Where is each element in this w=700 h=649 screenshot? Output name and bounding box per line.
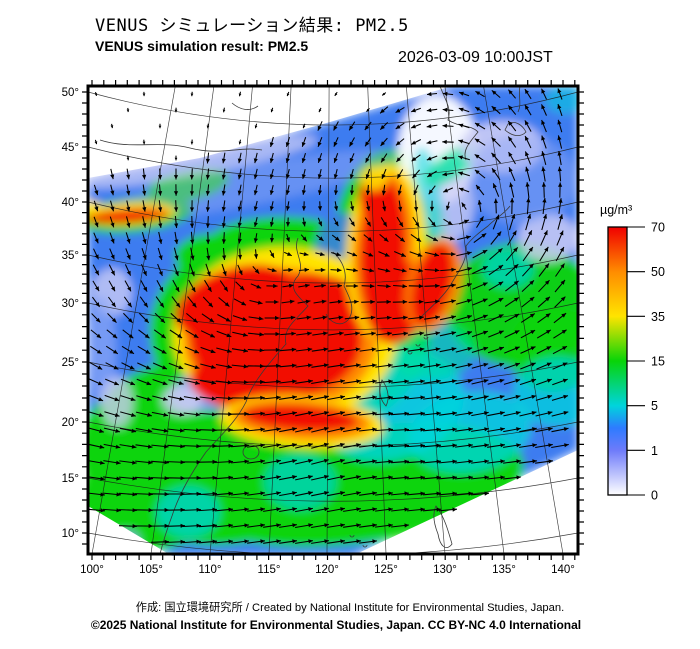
- coastlines: [99, 86, 527, 554]
- coastline-path: [159, 237, 309, 554]
- colorbar-gradient: [607, 226, 628, 496]
- axis-ticks: [82, 80, 584, 560]
- map-frame: [86, 84, 580, 556]
- lon-axis-label: 110°: [199, 564, 222, 576]
- colorbar-unit-label: µg/m³: [600, 203, 633, 217]
- lat-axis-label: 25°: [62, 357, 79, 369]
- page-title-japanese: VENUS シミュレーション結果: PM2.5: [95, 16, 409, 36]
- coastline-path: [517, 86, 521, 113]
- coastline-path: [99, 139, 263, 152]
- coastline-path: [231, 102, 259, 110]
- coastline-path: [325, 251, 353, 325]
- lat-axis-label: 35°: [62, 250, 79, 262]
- lat-axis-label: 15°: [62, 473, 79, 485]
- lon-axis-label: 130°: [433, 564, 457, 576]
- coastline-path: [419, 205, 511, 319]
- colorbar-tick-label: 50: [651, 265, 665, 279]
- footer-credit: 作成: 国立環境研究所 / Created by National Instit…: [135, 602, 565, 614]
- lon-axis-label: 120°: [315, 564, 339, 576]
- page-title-english: VENUS simulation result: PM2.5: [95, 38, 309, 54]
- lat-axis-label: 10°: [62, 528, 79, 540]
- lat-axis-label: 20°: [62, 417, 79, 429]
- timestamp-label: 2026-03-09 10:00JST: [398, 49, 553, 66]
- colorbar-tick-label: 15: [651, 355, 665, 369]
- lat-axis-label: 40°: [62, 197, 79, 209]
- colorbar-tick-label: 1: [651, 444, 658, 458]
- colorbar-tick-label: 35: [651, 310, 665, 324]
- coastline-path: [349, 534, 368, 548]
- coastline-path: [504, 122, 527, 136]
- lon-axis-label: 125°: [374, 564, 398, 576]
- coastline-path: [379, 379, 389, 407]
- lon-axis-label: 105°: [139, 564, 163, 576]
- coastline-path: [433, 505, 453, 548]
- lon-axis-label: 115°: [258, 564, 281, 576]
- lon-axis-label: 140°: [551, 564, 575, 576]
- wind-vectors: [86, 88, 569, 545]
- colorbar-tick-label: 5: [651, 399, 658, 413]
- lat-axis-label: 50°: [62, 87, 79, 99]
- lon-axis-label: 135°: [492, 564, 516, 576]
- colorbar-tick-label: 70: [651, 221, 665, 235]
- lat-axis-label: 45°: [62, 142, 79, 154]
- footer-license: ©2025 National Institute for Environment…: [90, 618, 582, 632]
- colorbar: 70 50 35 15 5 1 0: [607, 221, 665, 503]
- colorbar-ticks: [627, 226, 645, 496]
- coastline-path: [407, 336, 429, 355]
- colorbar-tick-label: 0: [651, 489, 658, 503]
- lat-axis-label: 30°: [62, 298, 79, 310]
- lon-axis-label: 100°: [80, 564, 104, 576]
